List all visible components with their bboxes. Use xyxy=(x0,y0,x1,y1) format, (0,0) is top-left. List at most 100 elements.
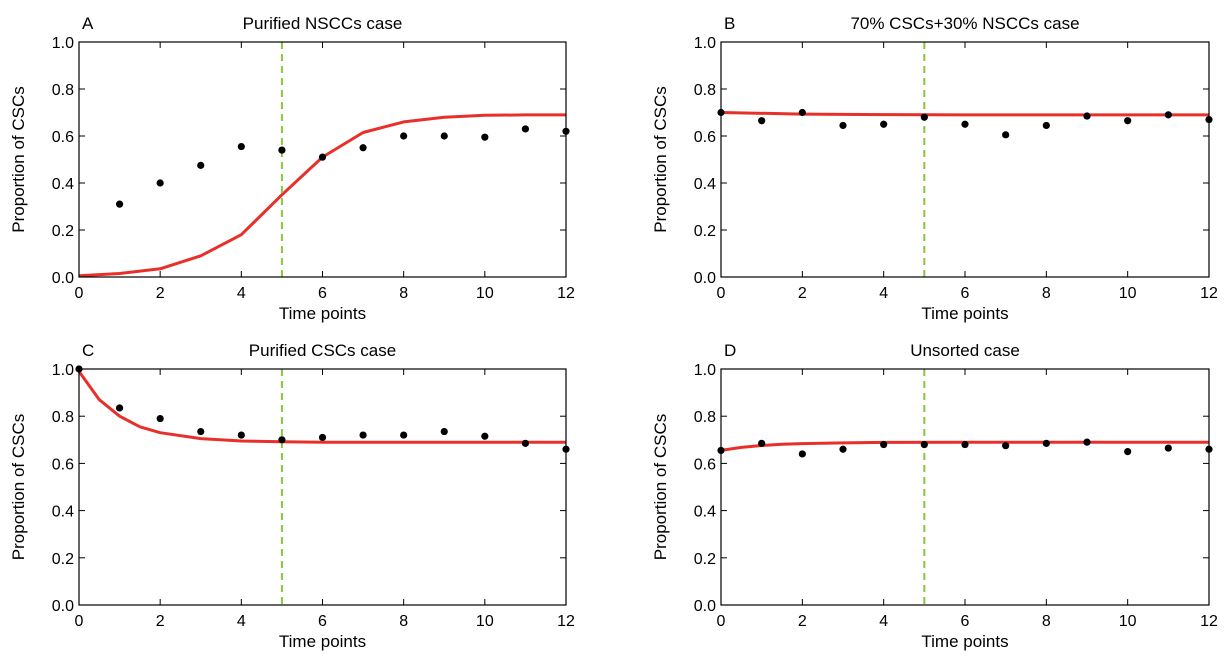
x-tick-label: 2 xyxy=(798,613,807,630)
x-tick-label: 12 xyxy=(557,613,575,630)
panel-title: 70% CSCs+30% NSCCs case xyxy=(850,14,1079,33)
x-tick-label: 4 xyxy=(879,613,888,630)
data-point xyxy=(1164,444,1172,452)
data-point xyxy=(359,144,367,152)
data-point xyxy=(1124,117,1132,125)
data-point xyxy=(1083,112,1091,120)
data-point xyxy=(839,121,847,130)
y-tick-label: 0.0 xyxy=(52,270,74,287)
x-axis-label: Time points xyxy=(279,304,366,323)
panel-d: 0 2 4 6 8 10 12 0.0 0.2 0.4 0.6 0.8 1.0 Time points Pr… xyxy=(651,341,1218,651)
data-point xyxy=(440,132,448,140)
y-tick-label: 1.0 xyxy=(52,35,74,52)
data-point xyxy=(920,113,928,121)
fitted-curve xyxy=(720,111,1209,117)
panel-letter: A xyxy=(82,14,94,33)
x-tick-label: 8 xyxy=(1042,613,1051,630)
panel-b: 0 2 4 6 8 10 12 0.0 0.2 0.4 0.6 0.8 1.0 Time points Pr… xyxy=(651,14,1218,323)
y-tick-label: 0.6 xyxy=(52,129,74,146)
data-point xyxy=(798,108,806,117)
data-point xyxy=(1042,121,1050,130)
x-tick-label: 10 xyxy=(476,285,494,302)
y-tick-label: 0.8 xyxy=(694,82,716,99)
x-tick-label: 0 xyxy=(75,613,84,630)
y-tick-label: 0.8 xyxy=(694,409,716,426)
data-point xyxy=(880,120,888,128)
y-tick-label: 0.4 xyxy=(694,176,716,193)
x-tick-label: 8 xyxy=(399,285,408,302)
data-point xyxy=(758,117,766,125)
y-tick-label: 0.4 xyxy=(52,176,74,193)
y-tick-label: 0.0 xyxy=(694,270,716,287)
data-point xyxy=(237,142,245,151)
data-point xyxy=(1083,438,1091,446)
x-tick-label: 4 xyxy=(879,285,888,302)
x-tick-label: 10 xyxy=(1119,613,1137,630)
axes-frame xyxy=(78,368,567,606)
axes-frame xyxy=(720,41,1210,278)
x-tick-label: 4 xyxy=(237,285,246,302)
y-tick-label: 0.2 xyxy=(52,223,74,240)
data-point xyxy=(400,132,408,140)
y-tick-label: 0.0 xyxy=(694,598,716,615)
x-tick-label: 12 xyxy=(557,285,575,302)
data-point xyxy=(318,153,327,161)
data-point xyxy=(197,161,205,169)
data-point xyxy=(278,436,286,444)
data-point xyxy=(880,440,888,449)
data-point xyxy=(521,439,530,447)
data-point xyxy=(961,120,969,128)
x-tick-label: 0 xyxy=(75,285,84,302)
y-tick-label: 0.6 xyxy=(694,129,716,146)
data-point xyxy=(1002,131,1010,139)
fitted-curve xyxy=(720,440,1209,452)
fitted-curve xyxy=(77,370,566,444)
y-axis-label: Proportion of CSCs xyxy=(9,86,28,232)
data-point xyxy=(1164,111,1172,119)
panel-c: 0 2 4 6 8 10 12 0.0 0.2 0.4 0.6 0.8 1.0 Time points Pr… xyxy=(9,341,575,651)
y-tick-label: 0.2 xyxy=(52,551,74,568)
y-axis-label: Proportion of CSCs xyxy=(651,414,670,560)
x-tick-label: 2 xyxy=(798,285,807,302)
data-point xyxy=(318,433,327,442)
x-tick-label: 0 xyxy=(717,613,726,630)
x-tick-label: 6 xyxy=(961,613,970,630)
y-axis-label: Proportion of CSCs xyxy=(9,414,28,560)
x-tick-label: 2 xyxy=(156,613,165,630)
y-tick-label: 0.8 xyxy=(52,409,74,426)
x-axis-label: Time points xyxy=(921,304,1008,323)
data-point xyxy=(156,179,164,187)
x-tick-label: 2 xyxy=(156,285,165,302)
x-tick-label: 8 xyxy=(1042,285,1051,302)
y-tick-label: 0.4 xyxy=(52,504,74,521)
fitted-curve xyxy=(78,113,566,278)
data-point xyxy=(1042,439,1050,447)
y-tick-label: 0.4 xyxy=(694,504,716,521)
data-point xyxy=(115,200,124,208)
y-axis-label: Proportion of CSCs xyxy=(651,86,670,232)
panel-a: 0 2 4 6 8 10 12 0.0 0.2 0.4 0.6 0.8 1.0 Time points Pr… xyxy=(9,14,575,323)
data-point xyxy=(961,440,969,449)
y-tick-label: 0.0 xyxy=(52,598,74,615)
panel-title: Purified NSCCs case xyxy=(243,14,403,33)
y-tick-label: 1.0 xyxy=(52,362,74,379)
y-tick-label: 1.0 xyxy=(694,35,716,52)
panel-letter: B xyxy=(724,14,735,33)
x-tick-label: 4 xyxy=(237,613,246,630)
panel-title: Purified CSCs case xyxy=(249,341,396,360)
panel-letter: C xyxy=(82,341,94,360)
x-tick-label: 10 xyxy=(476,613,494,630)
y-tick-label: 0.8 xyxy=(52,82,74,99)
x-tick-label: 8 xyxy=(399,613,408,630)
data-point xyxy=(237,431,245,439)
data-point xyxy=(156,414,164,423)
data-point xyxy=(521,125,530,133)
y-tick-label: 0.6 xyxy=(52,456,74,473)
y-tick-label: 1.0 xyxy=(694,362,716,379)
data-point xyxy=(1002,442,1010,450)
data-point xyxy=(798,450,806,458)
data-point xyxy=(481,432,489,440)
data-point xyxy=(440,427,448,436)
y-tick-label: 0.2 xyxy=(694,223,716,240)
data-point xyxy=(197,427,205,436)
